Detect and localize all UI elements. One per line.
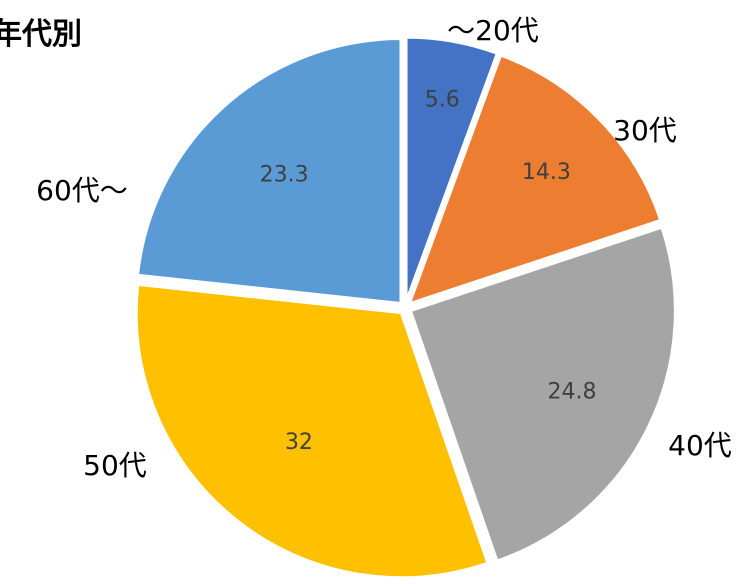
value-label-3: 24.8 bbox=[547, 379, 596, 404]
value-label-1: 5.6 bbox=[425, 88, 460, 113]
category-label-3: 40代 bbox=[668, 429, 732, 462]
value-label-4: 32 bbox=[285, 430, 313, 455]
pie-slice-5 bbox=[135, 37, 403, 306]
pie-slice-4 bbox=[134, 282, 490, 580]
category-label-5: 60代～ bbox=[36, 174, 128, 207]
pie-slice-1 bbox=[404, 35, 500, 303]
category-labels: ～20代 30代 40代 50代 60代～ bbox=[36, 14, 732, 482]
category-label-2: 30代 bbox=[613, 114, 677, 147]
value-label-5: 23.3 bbox=[260, 162, 309, 187]
pie-slices bbox=[134, 35, 677, 580]
pie-slice-3 bbox=[408, 225, 677, 564]
category-label-1: ～20代 bbox=[447, 14, 539, 47]
value-label-2: 14.3 bbox=[522, 160, 571, 185]
category-label-4: 50代 bbox=[83, 449, 147, 482]
pie-slice-2 bbox=[406, 53, 663, 307]
chart-title: 年代別 bbox=[0, 17, 82, 52]
value-labels: 5.6 14.3 24.8 32 23.3 bbox=[260, 88, 597, 456]
